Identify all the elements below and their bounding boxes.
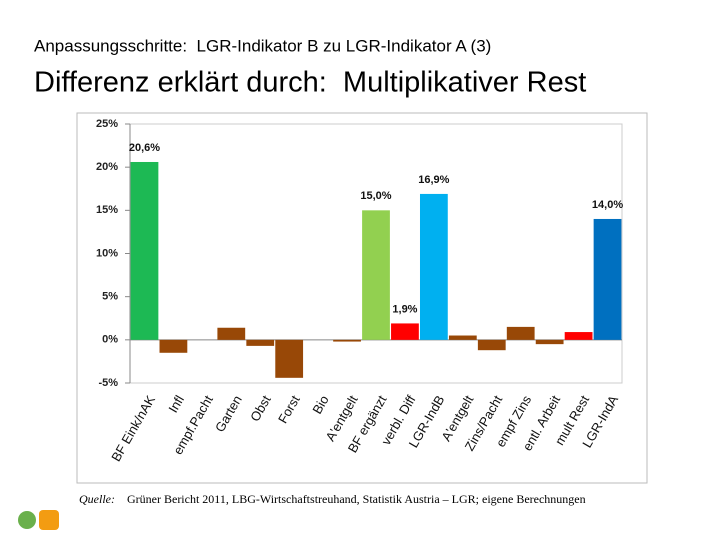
chart-frame	[76, 112, 648, 484]
x-tick-label: Garten	[212, 393, 245, 435]
y-tick-label: -5%	[98, 377, 118, 389]
bar	[448, 335, 477, 340]
subtitle: Anpassungsschritte: LGR-Indikator B zu L…	[34, 36, 491, 55]
bar	[130, 161, 159, 340]
y-tick-label: 20%	[96, 161, 118, 173]
x-tick-label: Forst	[275, 392, 303, 425]
y-tick-label: 25%	[96, 118, 118, 130]
source-label: Quelle:	[79, 492, 115, 506]
bar	[159, 339, 188, 353]
bar	[217, 327, 246, 340]
x-tick-label: Obst	[247, 392, 274, 424]
logo	[18, 510, 59, 530]
bar	[362, 210, 390, 340]
value-label: 1,9%	[392, 303, 417, 315]
value-label: 14,0%	[592, 199, 623, 211]
bar	[246, 339, 275, 346]
y-tick-label: 5%	[102, 291, 118, 303]
source: Grüner Bericht 2011, LBG-Wirtschaftstreu…	[127, 492, 586, 506]
bar	[564, 332, 593, 340]
x-tick-label: BF Eink/nAK	[108, 392, 158, 464]
bar	[535, 339, 564, 345]
bar	[275, 339, 304, 378]
y-tick-label: 10%	[96, 247, 118, 259]
bar	[391, 323, 419, 340]
y-tick-label: 0%	[102, 334, 118, 346]
y-tick-label: 15%	[96, 204, 118, 216]
x-tick-label: Bio	[309, 393, 331, 417]
value-label: 20,6%	[129, 142, 160, 154]
x-tick-label: Infl	[165, 393, 187, 416]
bar	[477, 339, 506, 351]
bar	[506, 326, 535, 340]
title: Differenz erklärt durch: Multiplikativer…	[34, 67, 586, 99]
bar	[419, 193, 448, 340]
bar	[593, 218, 622, 340]
value-label: 15,0%	[360, 190, 391, 202]
value-label: 16,9%	[418, 174, 449, 186]
bar	[333, 339, 361, 342]
